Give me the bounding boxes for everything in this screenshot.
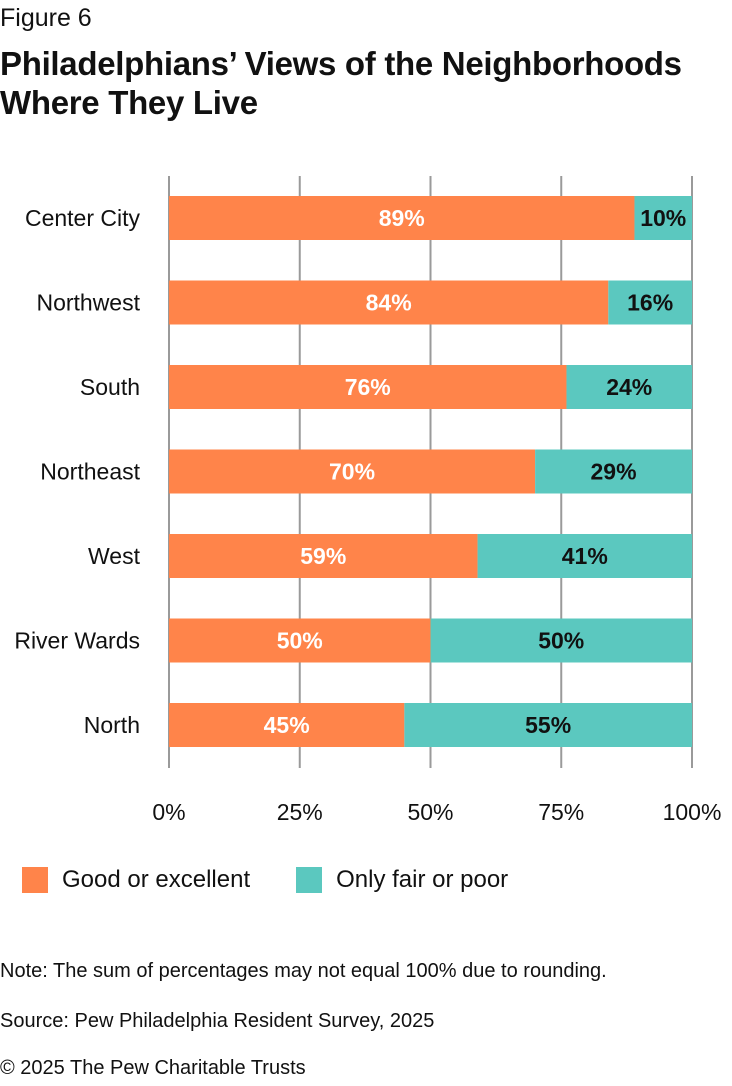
stacked-bar-chart: 0% 25% 50% 75% 100% Center City 89% 10% Northwes… <box>14 176 722 825</box>
legend: Good or excellent Only fair or poor <box>22 866 554 894</box>
data-label-fair: 41% <box>562 543 608 569</box>
chart-title: Philadelphians’ Views of the Neighborhoo… <box>0 45 682 121</box>
bar-good <box>169 449 536 494</box>
x-tick-label: 100% <box>663 799 722 825</box>
bar-good <box>169 534 478 578</box>
legend-label-fair: Only fair or poor <box>336 866 509 893</box>
x-tick-label: 0% <box>152 799 185 825</box>
data-label-good: 76% <box>345 374 391 400</box>
copyright-text: © 2025 The Pew Charitable Trusts <box>0 1057 306 1079</box>
bar-good <box>169 703 405 747</box>
data-label-fair: 50% <box>538 628 584 654</box>
data-label-fair: 24% <box>606 374 652 400</box>
x-tick-label: 25% <box>277 799 323 825</box>
bar-good <box>169 618 431 663</box>
data-label-fair: 55% <box>525 712 571 738</box>
category-label: South <box>80 374 140 400</box>
category-label: River Wards <box>14 628 140 654</box>
bar-fair <box>477 534 692 578</box>
figure-label: Figure 6 <box>0 4 92 32</box>
bar-good <box>169 365 567 409</box>
data-label-good: 45% <box>264 712 310 738</box>
x-tick-label: 75% <box>538 799 584 825</box>
data-label-fair: 10% <box>640 205 686 231</box>
bar-fair <box>634 196 692 240</box>
legend-item-good: Good or excellent <box>22 866 250 894</box>
legend-item-fair: Only fair or poor <box>296 866 508 894</box>
category-label: Center City <box>25 205 141 231</box>
data-label-good: 84% <box>366 290 412 316</box>
data-label-good: 89% <box>379 205 425 231</box>
category-label: North <box>84 712 140 738</box>
bar-fair <box>535 449 692 494</box>
note-text: Note: The sum of percentages may not equ… <box>0 960 607 982</box>
source-text: Source: Pew Philadelphia Resident Survey… <box>0 1010 435 1032</box>
data-label-fair: 16% <box>627 290 673 316</box>
bar-good <box>169 280 609 325</box>
bar-good <box>169 196 635 240</box>
bar-fair <box>608 280 692 325</box>
legend-swatch-good <box>22 867 48 893</box>
data-label-good: 70% <box>329 459 375 485</box>
category-label: Northwest <box>36 290 140 316</box>
bar-fair <box>566 365 692 409</box>
legend-label-good: Good or excellent <box>62 866 251 893</box>
data-label-good: 59% <box>300 543 346 569</box>
bar-fair <box>404 703 692 747</box>
x-tick-label: 50% <box>407 799 453 825</box>
bar-fair <box>430 618 692 663</box>
category-label: West <box>88 543 141 569</box>
category-label: Northeast <box>40 459 140 485</box>
legend-swatch-fair <box>296 867 323 893</box>
data-label-good: 50% <box>277 628 323 654</box>
data-label-fair: 29% <box>591 459 637 485</box>
